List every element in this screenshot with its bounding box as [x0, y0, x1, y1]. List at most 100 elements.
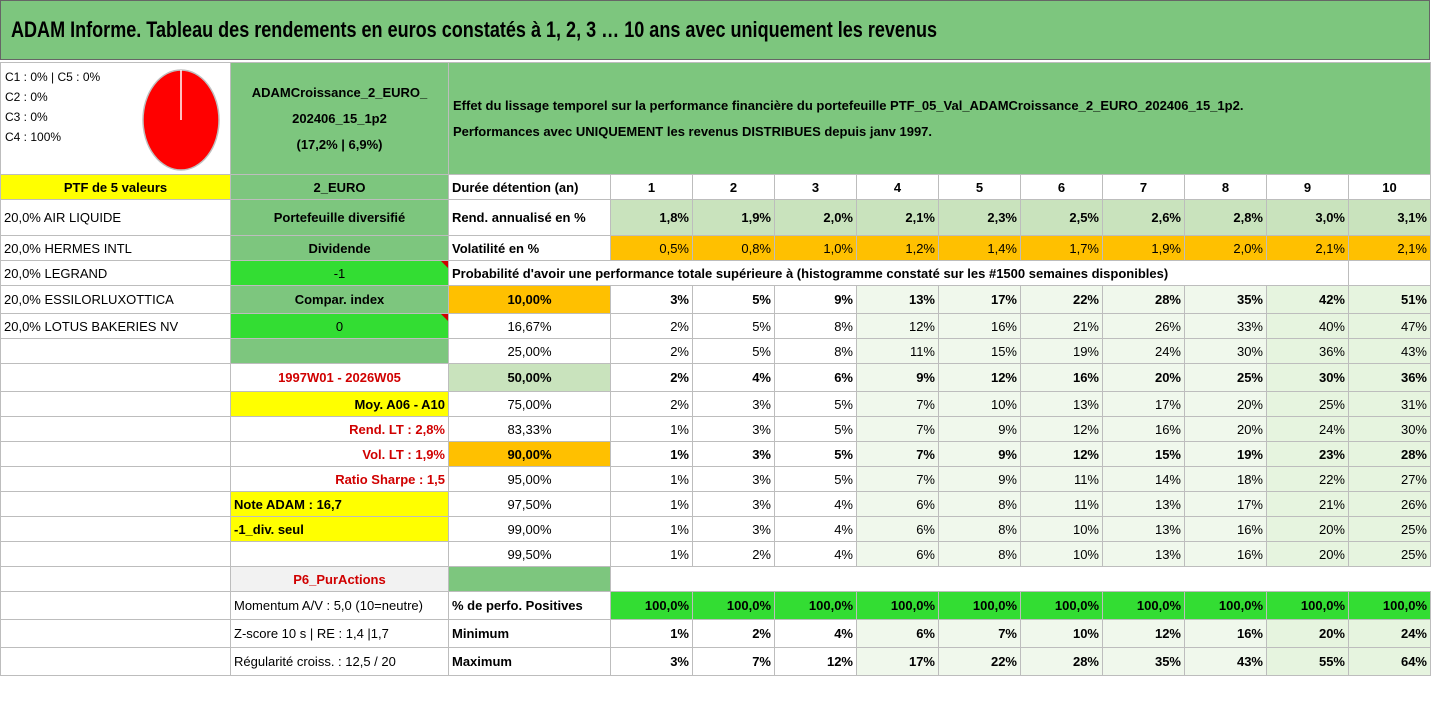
probability-value: 9%: [856, 363, 939, 392]
holding-item: 20,0% ESSILORLUXOTTICA: [0, 285, 231, 314]
probability-value: 9%: [938, 416, 1021, 442]
probability-value: 51%: [1348, 285, 1431, 314]
probability-value: 30%: [1348, 416, 1431, 442]
probability-value: 19%: [1020, 338, 1103, 364]
annualized-return-value: 1,9%: [692, 199, 775, 236]
empty-cell: [230, 338, 449, 364]
volatility-value: 0,8%: [692, 235, 775, 261]
probability-value: 20%: [1184, 416, 1267, 442]
positive-performance-value: 100,0%: [1266, 591, 1349, 620]
probability-value: 3%: [692, 491, 775, 517]
annualized-return-value: 3,0%: [1266, 199, 1349, 236]
currency-label: 2_EURO: [230, 174, 449, 200]
probability-value: 17%: [938, 285, 1021, 314]
quantile-threshold: 90,00%: [448, 441, 611, 467]
minimum-value: 4%: [774, 619, 857, 648]
probability-value: 13%: [1102, 491, 1185, 517]
pie-legend-line: C4 : 100%: [5, 130, 62, 144]
probability-value: 8%: [938, 541, 1021, 567]
positive-performance-value: 100,0%: [1348, 591, 1431, 620]
quantile-threshold: 83,33%: [448, 416, 611, 442]
probability-value: 8%: [774, 313, 857, 339]
year-header: 6: [1020, 174, 1103, 200]
minimum-value: 2%: [692, 619, 775, 648]
probability-value: 6%: [856, 541, 939, 567]
probability-value: 16%: [1184, 516, 1267, 542]
empty-cell: [0, 338, 231, 364]
probability-value: 12%: [856, 313, 939, 339]
probability-value: 6%: [856, 516, 939, 542]
probability-value: 22%: [1266, 466, 1349, 492]
maximum-value: 7%: [692, 647, 775, 676]
probability-value: 5%: [774, 441, 857, 467]
positive-performance-label: % de perfo. Positives: [448, 591, 611, 620]
probability-value: 14%: [1102, 466, 1185, 492]
empty-cell: [0, 391, 231, 417]
probability-value: 11%: [1020, 466, 1103, 492]
compare-index-label: Compar. index: [230, 285, 449, 314]
positive-performance-value: 100,0%: [938, 591, 1021, 620]
probability-value: 10%: [1020, 541, 1103, 567]
holding-item: 20,0% AIR LIQUIDE: [0, 199, 231, 236]
maximum-value: 43%: [1184, 647, 1267, 676]
probability-value: 20%: [1266, 541, 1349, 567]
probability-value: 1%: [610, 541, 693, 567]
probability-value: 36%: [1266, 338, 1349, 364]
maximum-value: 55%: [1266, 647, 1349, 676]
probability-value: 8%: [938, 516, 1021, 542]
probability-value: 3%: [692, 466, 775, 492]
probability-value: 5%: [692, 338, 775, 364]
momentum-label: Momentum A/V : 5,0 (10=neutre): [230, 591, 449, 620]
probability-value: 9%: [774, 285, 857, 314]
maximum-label: Maximum: [448, 647, 611, 676]
probability-value: 7%: [856, 466, 939, 492]
probability-value: 27%: [1348, 466, 1431, 492]
volatility-value: 1,4%: [938, 235, 1021, 261]
fund-name-line: 202406_15_1p2: [292, 110, 387, 126]
probability-value: 35%: [1184, 285, 1267, 314]
probability-value: 5%: [774, 416, 857, 442]
minimum-value: 10%: [1020, 619, 1103, 648]
probability-value: 28%: [1102, 285, 1185, 314]
probability-value: 11%: [1020, 491, 1103, 517]
probability-value: 12%: [1020, 441, 1103, 467]
quantile-threshold: 16,67%: [448, 313, 611, 339]
probability-value: 4%: [774, 491, 857, 517]
probability-value: 16%: [1020, 363, 1103, 392]
probability-value: 13%: [1102, 541, 1185, 567]
empty-cell: [230, 541, 449, 567]
minimum-value: 20%: [1266, 619, 1349, 648]
volatility-value: 0,5%: [610, 235, 693, 261]
probability-value: 10%: [1020, 516, 1103, 542]
strategy-label: P6_PurActions: [230, 566, 449, 592]
empty-cell: [0, 491, 231, 517]
portfolio-size-label: PTF de 5 valeurs: [0, 174, 231, 200]
probability-value: 18%: [1184, 466, 1267, 492]
year-header: 1: [610, 174, 693, 200]
annualized-return-value: 2,3%: [938, 199, 1021, 236]
probability-value: 13%: [1020, 391, 1103, 417]
year-header: 4: [856, 174, 939, 200]
long-term-return: Rend. LT : 2,8%: [230, 416, 449, 442]
probability-value: 1%: [610, 441, 693, 467]
probability-value: 25%: [1184, 363, 1267, 392]
probability-value: 33%: [1184, 313, 1267, 339]
maximum-value: 64%: [1348, 647, 1431, 676]
zscore-label: Z-score 10 s | RE : 1,4 |1,7: [230, 619, 449, 648]
probability-value: 25%: [1348, 516, 1431, 542]
probability-value: 13%: [856, 285, 939, 314]
pie-legend-line: C2 : 0%: [5, 90, 48, 104]
probability-value: 8%: [774, 338, 857, 364]
year-header: 9: [1266, 174, 1349, 200]
probability-value: 3%: [692, 416, 775, 442]
probability-value: 1%: [610, 466, 693, 492]
pie-legend-line: C1 : 0% | C5 : 0%: [5, 70, 101, 84]
empty-cell: [0, 541, 231, 567]
annualized-return-value: 3,1%: [1348, 199, 1431, 236]
year-header: 10: [1348, 174, 1431, 200]
probability-value: 1%: [610, 416, 693, 442]
dividend-only-label: -1_div. seul: [230, 516, 449, 542]
minimum-value: 24%: [1348, 619, 1431, 648]
probability-value: 25%: [1348, 541, 1431, 567]
minimum-value: 7%: [938, 619, 1021, 648]
